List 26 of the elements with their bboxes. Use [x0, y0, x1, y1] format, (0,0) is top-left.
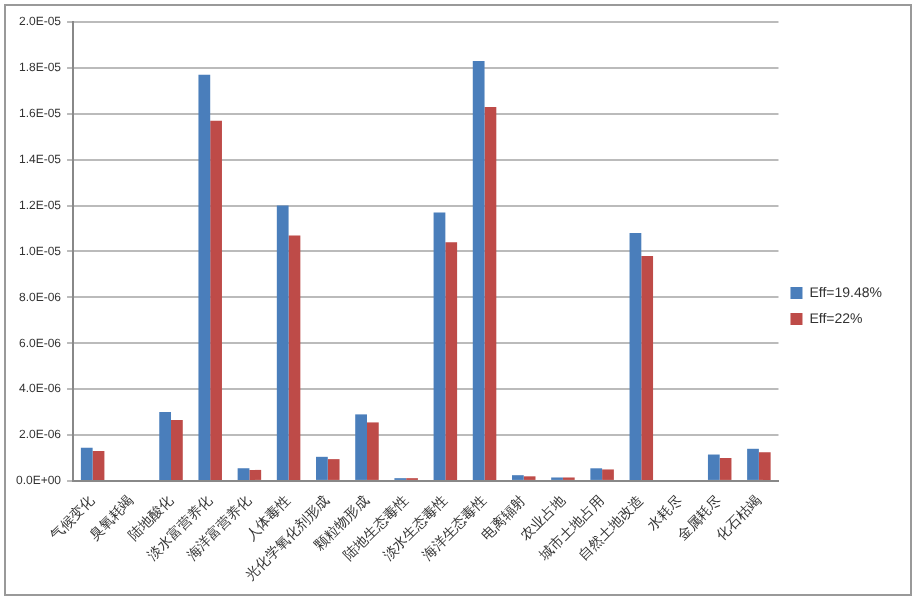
bar: [747, 448, 759, 480]
bar: [641, 256, 654, 480]
bar: [288, 235, 301, 480]
bar: [355, 414, 367, 480]
bar: [276, 205, 289, 480]
bar: [249, 469, 262, 480]
bar: [590, 468, 603, 480]
bar: [237, 468, 250, 480]
bar: [484, 106, 497, 480]
bar: [602, 469, 614, 480]
bar: [198, 74, 211, 480]
bar: [171, 420, 183, 480]
bar: [758, 452, 771, 480]
bar: [719, 457, 732, 480]
bar: [92, 451, 105, 480]
bar: [210, 120, 222, 480]
bar: [472, 61, 485, 480]
bar: [316, 456, 328, 480]
bar: [327, 459, 340, 480]
bar: [80, 447, 93, 480]
bar: [445, 242, 458, 480]
bar: [159, 412, 172, 480]
bar: [433, 212, 446, 480]
bar: [707, 454, 720, 480]
bar: [366, 422, 379, 480]
bar: [629, 233, 642, 480]
